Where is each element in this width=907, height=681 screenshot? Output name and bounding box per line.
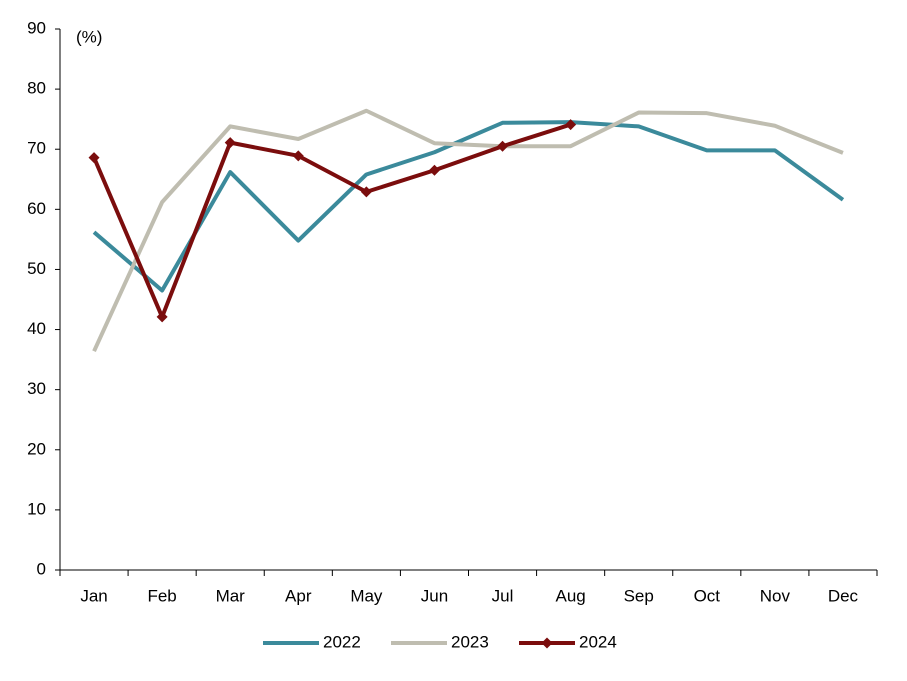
y-unit-label: (%)	[76, 27, 102, 46]
y-tick-label: 0	[37, 559, 46, 578]
x-tick-label: Nov	[760, 586, 791, 605]
legend-label: 2022	[323, 632, 361, 651]
x-tick-label: Mar	[216, 586, 246, 605]
marker	[565, 119, 577, 131]
marker	[360, 186, 372, 198]
y-tick-label: 60	[27, 199, 46, 218]
marker	[292, 150, 304, 162]
x-tick-label: Jun	[421, 586, 448, 605]
marker	[428, 164, 440, 176]
x-tick-label: Apr	[285, 586, 312, 605]
x-tick-label: Sep	[624, 586, 654, 605]
x-tick-label: May	[350, 586, 383, 605]
legend-label: 2023	[451, 632, 489, 651]
marker	[88, 152, 100, 164]
marker	[497, 140, 509, 152]
marker	[156, 311, 168, 323]
legend-marker	[541, 637, 553, 649]
y-tick-label: 20	[27, 439, 46, 458]
x-tick-label: Aug	[556, 586, 586, 605]
series-line	[92, 120, 845, 293]
x-tick-label: Oct	[694, 586, 721, 605]
y-tick-label: 70	[27, 139, 46, 158]
y-tick-label: 80	[27, 79, 46, 98]
x-tick-label: Feb	[147, 586, 176, 605]
marker	[224, 137, 236, 149]
x-tick-label: Dec	[828, 586, 859, 605]
x-tick-label: Jan	[80, 586, 107, 605]
y-tick-label: 40	[27, 319, 46, 338]
legend-label: 2024	[579, 632, 617, 651]
y-tick-label: 10	[27, 499, 46, 518]
series-line	[92, 108, 844, 353]
x-tick-label: Jul	[492, 586, 514, 605]
series-line	[92, 122, 572, 319]
y-tick-label: 90	[27, 18, 46, 37]
y-tick-label: 30	[27, 379, 46, 398]
y-tick-label: 50	[27, 259, 46, 278]
